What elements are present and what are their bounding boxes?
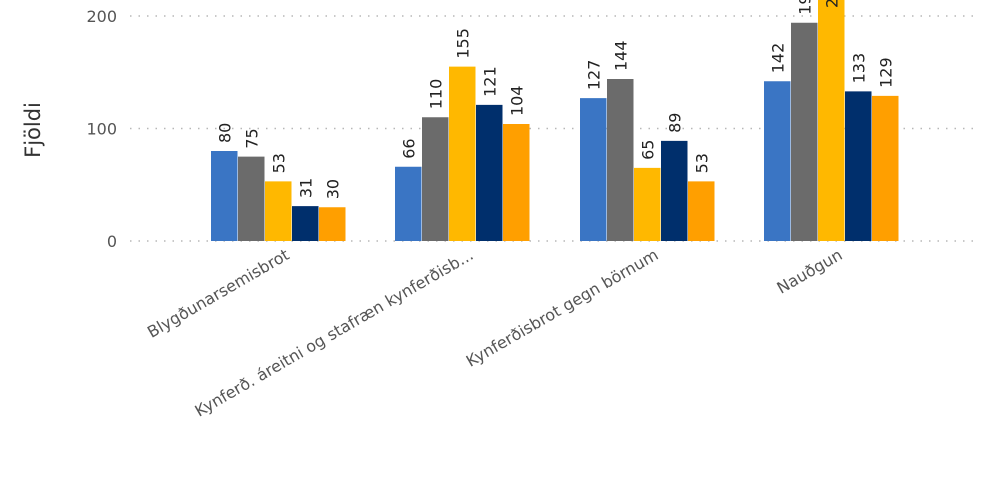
bar bbox=[319, 207, 346, 241]
bar bbox=[634, 167, 661, 241]
data-label: 104 bbox=[507, 85, 526, 116]
data-label: 155 bbox=[453, 28, 472, 59]
y-axis-label: Fjöldi bbox=[21, 102, 45, 158]
bar bbox=[422, 117, 449, 241]
y-tick-label: 200 bbox=[86, 7, 117, 26]
data-label: 110 bbox=[426, 79, 445, 110]
x-tick-label: Blygðunarsemisbrot bbox=[144, 245, 292, 342]
x-tick-label: Nauðgun bbox=[774, 245, 846, 298]
bar bbox=[292, 206, 319, 241]
bar bbox=[503, 124, 530, 241]
x-tick-label: Kynferðisbrot gegn börnum bbox=[463, 245, 662, 371]
data-label: 127 bbox=[584, 60, 603, 91]
data-label: 142 bbox=[768, 43, 787, 74]
data-label: 144 bbox=[611, 40, 630, 71]
bar bbox=[580, 98, 607, 241]
bar bbox=[238, 156, 265, 241]
x-tick-label: Kynferð. áreitni og stafræn kynferðisb..… bbox=[191, 245, 476, 421]
y-axis-ticks: 0 100 200 bbox=[86, 7, 117, 251]
bar bbox=[449, 66, 476, 241]
bar bbox=[265, 181, 292, 241]
y-tick-label: 100 bbox=[86, 120, 117, 139]
bar bbox=[661, 140, 688, 241]
bar bbox=[211, 151, 238, 241]
bar bbox=[476, 104, 503, 241]
y-tick-label: 0 bbox=[107, 232, 117, 251]
data-label: 53 bbox=[692, 153, 711, 173]
bar bbox=[764, 81, 791, 241]
bar bbox=[818, 0, 845, 241]
data-label: 66 bbox=[399, 138, 418, 158]
data-labels: 80 75 53 31 30 66 110 155 121 104 127 144 65 89 53 142 1… bbox=[215, 0, 895, 199]
bar bbox=[395, 166, 422, 241]
bar bbox=[845, 91, 872, 241]
data-label: 75 bbox=[242, 128, 261, 148]
data-label: 31 bbox=[296, 178, 315, 198]
data-label: 218 bbox=[822, 0, 841, 8]
data-label: 89 bbox=[665, 113, 684, 133]
bar bbox=[607, 79, 634, 241]
data-label: 53 bbox=[269, 153, 288, 173]
data-label: 133 bbox=[849, 53, 868, 84]
bars bbox=[211, 0, 899, 241]
data-label: 30 bbox=[323, 179, 342, 199]
bar bbox=[791, 22, 818, 241]
data-label: 194 bbox=[795, 0, 814, 15]
data-label: 80 bbox=[215, 123, 234, 143]
bar bbox=[872, 95, 899, 241]
bar bbox=[688, 181, 715, 241]
data-label: 129 bbox=[876, 57, 895, 88]
data-label: 65 bbox=[638, 140, 657, 160]
data-label: 121 bbox=[480, 66, 499, 97]
